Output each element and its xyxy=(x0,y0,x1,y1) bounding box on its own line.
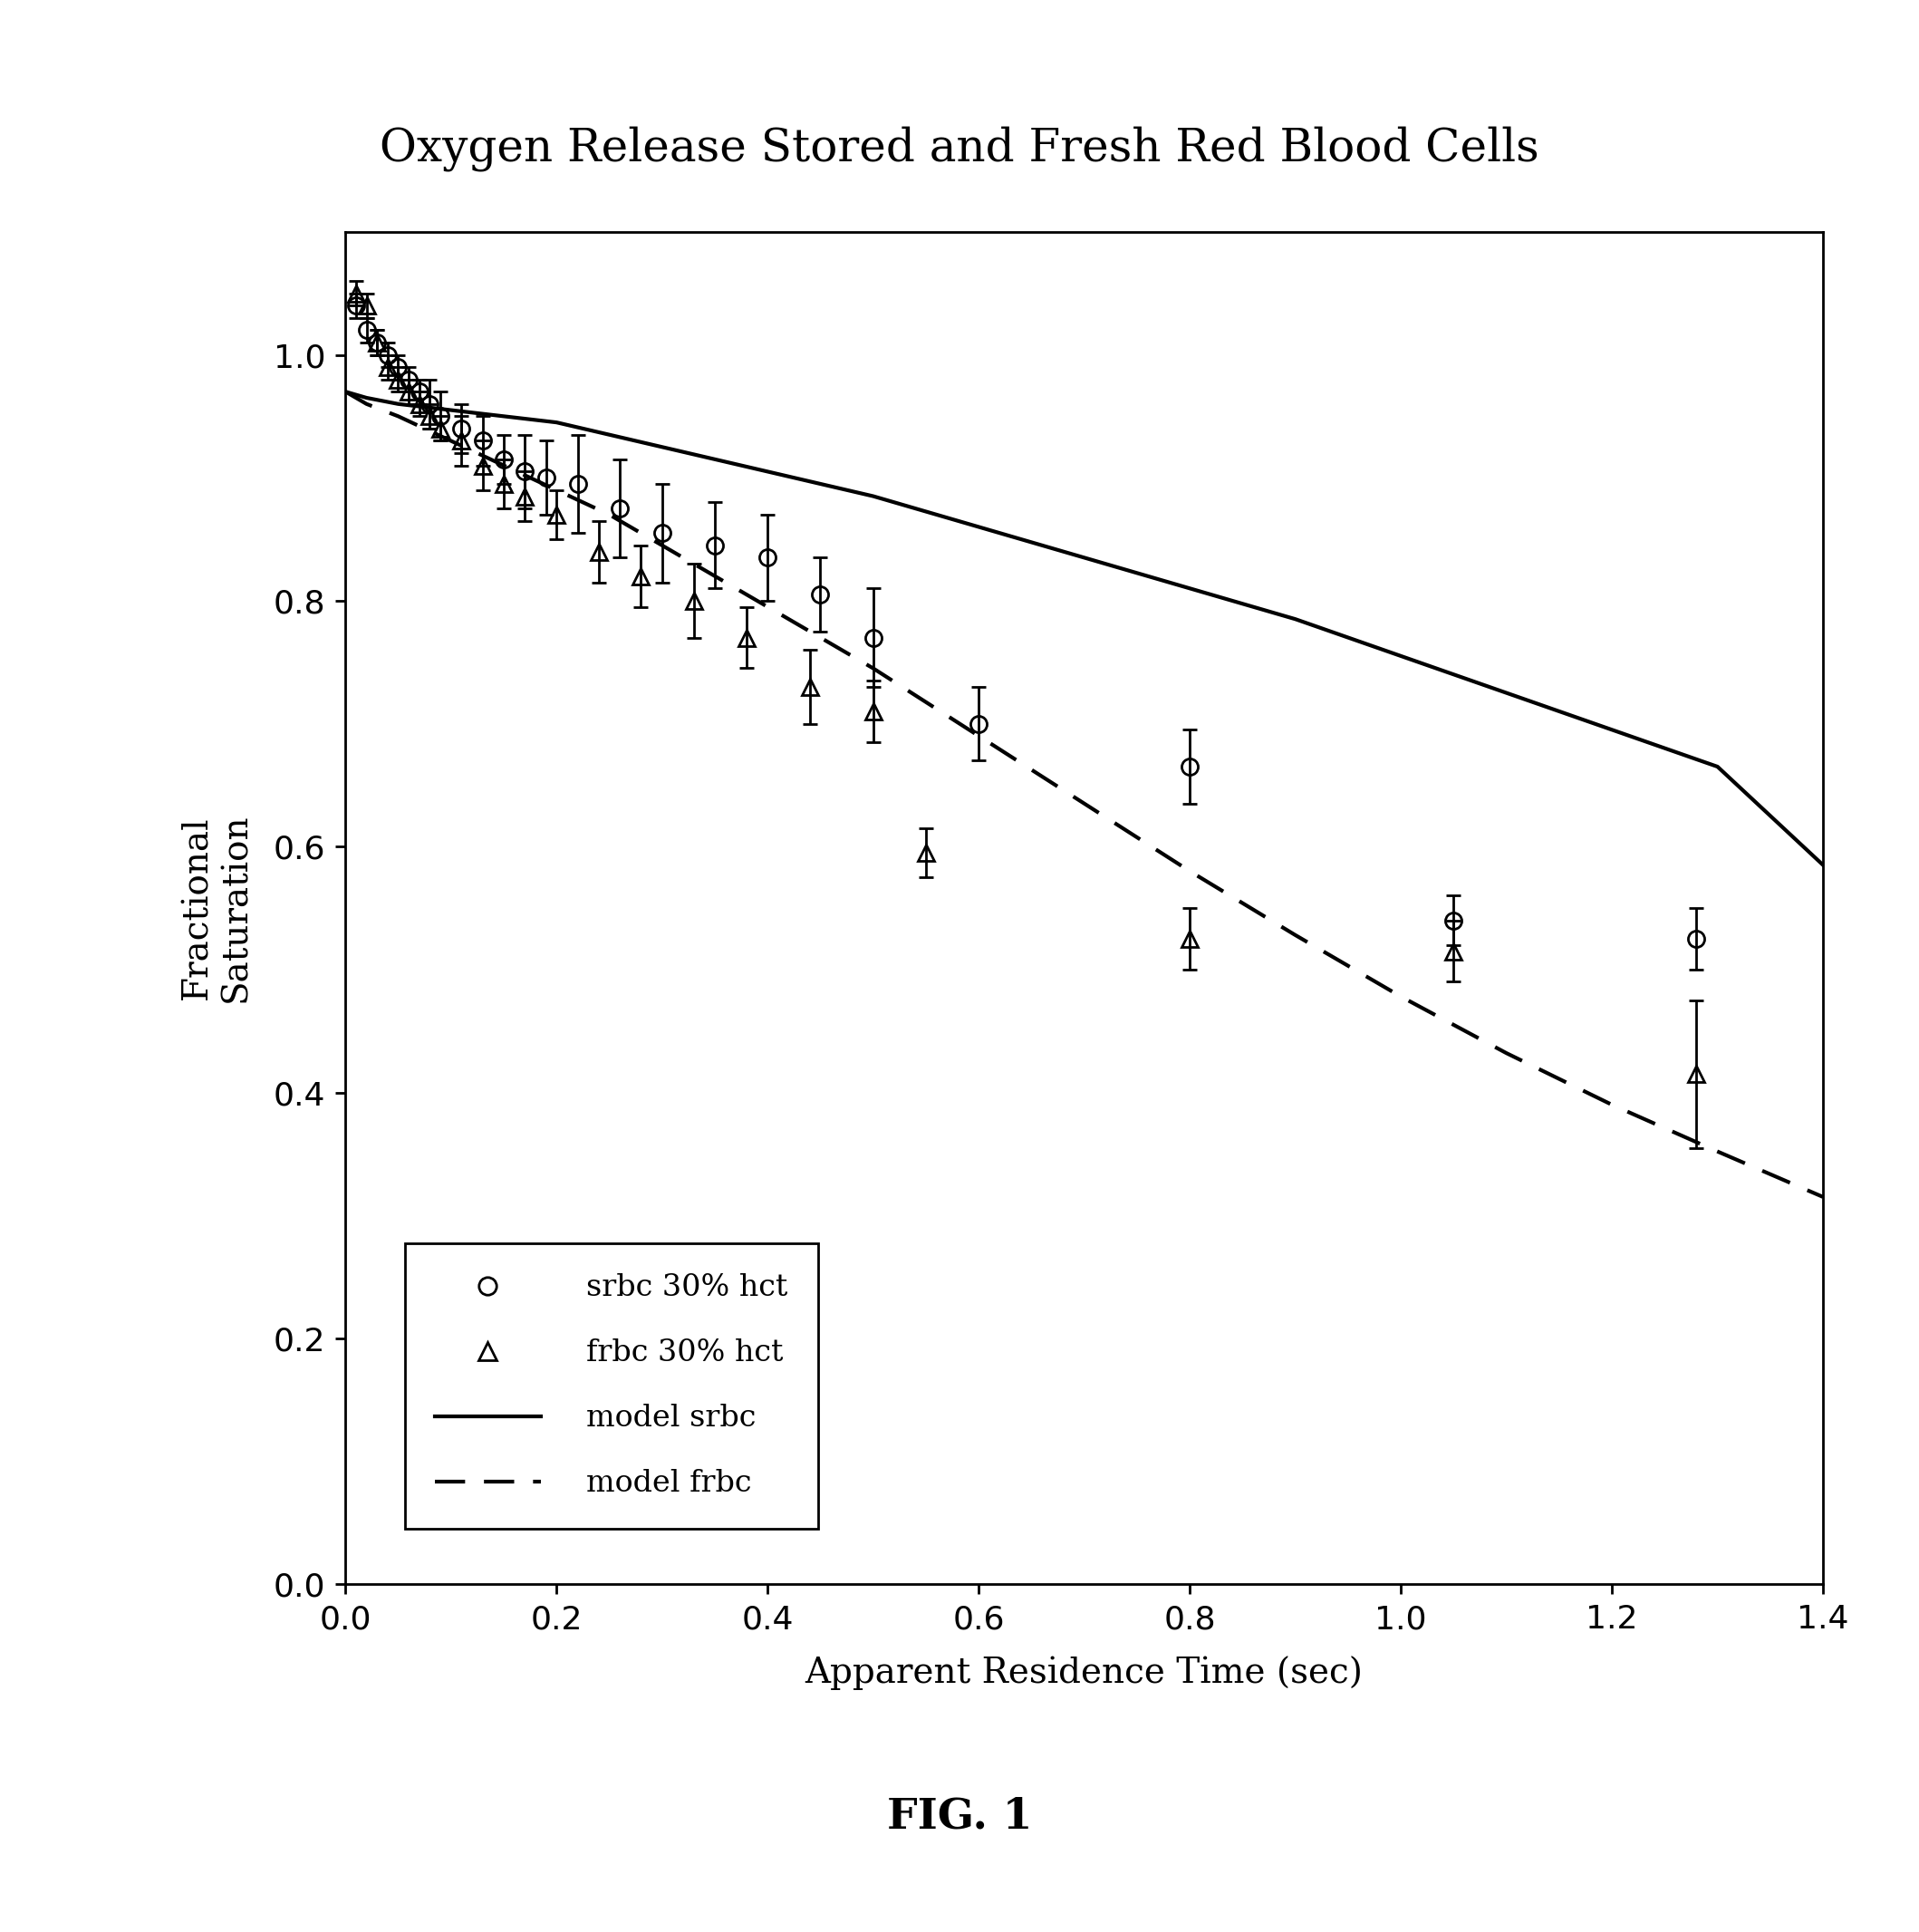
model srbc xyxy=(1600,719,1623,742)
Line: model srbc: model srbc xyxy=(345,392,1823,866)
model frbc xyxy=(756,595,779,618)
model frbc xyxy=(1178,860,1201,883)
model frbc xyxy=(1389,985,1412,1009)
Y-axis label: Fractional
Saturation: Fractional Saturation xyxy=(180,813,253,1003)
model frbc xyxy=(334,381,357,404)
model frbc xyxy=(967,724,990,748)
model frbc xyxy=(862,657,885,680)
model srbc xyxy=(597,423,620,446)
Text: FIG. 1: FIG. 1 xyxy=(887,1795,1032,1837)
X-axis label: Apparent Residence Time (sec): Apparent Residence Time (sec) xyxy=(806,1656,1362,1690)
model srbc xyxy=(491,404,514,427)
model srbc xyxy=(1812,854,1835,877)
model frbc xyxy=(1495,1041,1518,1065)
model frbc xyxy=(1706,1140,1729,1163)
model frbc xyxy=(810,626,833,649)
model srbc xyxy=(355,386,378,410)
model srbc xyxy=(1073,547,1096,570)
model frbc xyxy=(651,533,674,556)
model srbc xyxy=(1706,755,1729,779)
model srbc xyxy=(967,516,990,539)
model srbc xyxy=(1284,607,1307,630)
model srbc xyxy=(702,448,725,471)
model frbc xyxy=(388,404,411,427)
model frbc xyxy=(355,392,378,415)
model frbc xyxy=(545,479,568,502)
model srbc xyxy=(545,412,568,435)
model srbc xyxy=(388,392,411,415)
model frbc xyxy=(491,454,514,477)
model frbc xyxy=(439,429,462,452)
model srbc xyxy=(756,460,779,483)
model frbc xyxy=(1073,792,1096,815)
model frbc xyxy=(1812,1186,1835,1209)
model srbc xyxy=(1389,645,1412,668)
model srbc xyxy=(1178,578,1201,601)
model frbc xyxy=(1600,1094,1623,1117)
model srbc xyxy=(334,381,357,404)
model srbc xyxy=(651,435,674,458)
model frbc xyxy=(1284,923,1307,947)
model frbc xyxy=(702,564,725,587)
Legend: srbc 30% hct, frbc 30% hct, model srbc, model frbc: srbc 30% hct, frbc 30% hct, model srbc, … xyxy=(405,1244,817,1528)
model srbc xyxy=(439,398,462,421)
model frbc xyxy=(597,502,620,526)
model srbc xyxy=(810,471,833,495)
model srbc xyxy=(1495,682,1518,705)
Text: Oxygen Release Stored and Fresh Red Blood Cells: Oxygen Release Stored and Fresh Red Bloo… xyxy=(380,126,1539,170)
Line: model frbc: model frbc xyxy=(345,392,1823,1198)
model srbc xyxy=(862,485,885,508)
